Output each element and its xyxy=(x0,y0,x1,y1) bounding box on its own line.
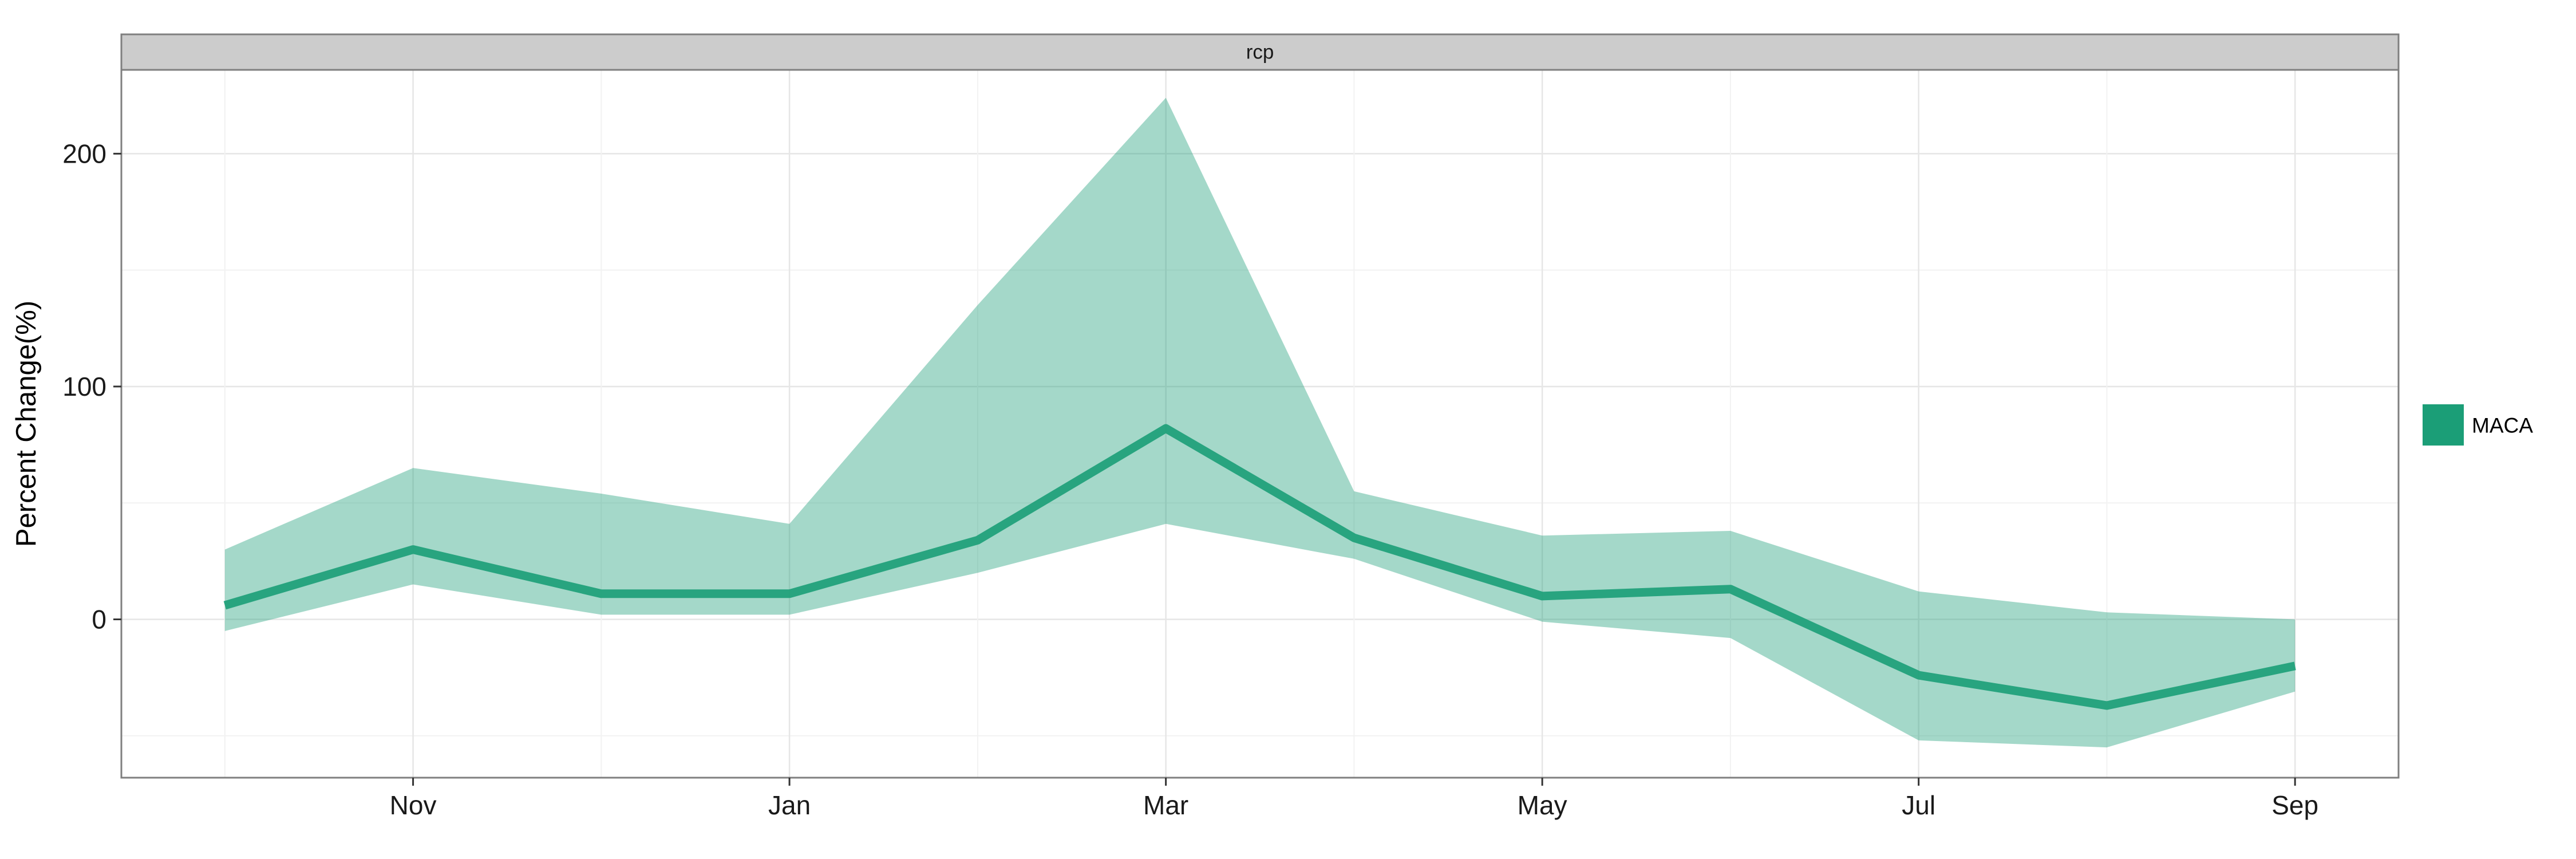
legend-label-maca: MACA xyxy=(2472,414,2533,438)
x-tick-label: Jul xyxy=(1902,790,1935,820)
ribbon-layer xyxy=(224,97,2296,748)
plot-panel xyxy=(121,70,2399,778)
series-ribbon-maca xyxy=(224,97,2296,748)
panel-background xyxy=(121,70,2399,778)
x-tick-label: Jan xyxy=(768,790,811,820)
facet-strip-background xyxy=(120,33,2400,71)
y-tick-label: 0 xyxy=(92,605,106,635)
x-tick-label: Mar xyxy=(1143,790,1188,820)
series-line-maca xyxy=(223,424,2296,710)
facet-strip: rcp xyxy=(120,33,2400,71)
grid-lines xyxy=(121,70,2399,778)
legend-key-maca xyxy=(2423,404,2464,446)
x-tick-label: Sep xyxy=(2271,790,2318,820)
y-tick-label: 100 xyxy=(62,372,106,401)
legend: MACA xyxy=(2423,404,2533,446)
facet-strip-label: rcp xyxy=(1246,41,1274,64)
y-axis-title: Percent Change(%) xyxy=(11,301,42,547)
line-layer xyxy=(223,424,2296,710)
y-tick-label: 200 xyxy=(62,139,106,168)
x-tick-label: Nov xyxy=(390,790,437,820)
axes: 0 100 200 Nov Jan Mar May Jul Sep xyxy=(62,139,2318,820)
x-tick-label: May xyxy=(1518,790,1567,820)
